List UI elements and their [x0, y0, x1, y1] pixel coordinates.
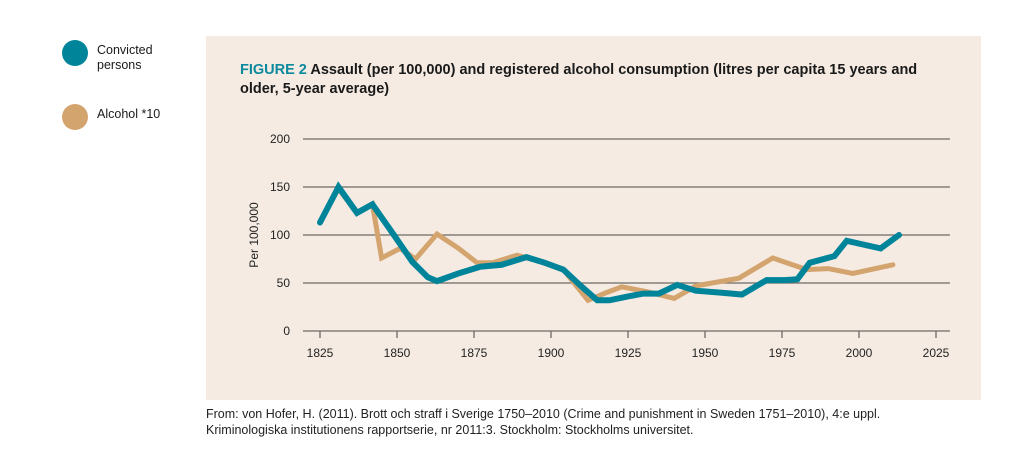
y-tick-label: 200 [270, 132, 290, 146]
y-axis-label: Per 100,000 [247, 202, 261, 268]
series-line-convicted-persons [317, 181, 902, 304]
x-tick-label: 2000 [846, 346, 873, 360]
x-tick-label: 1900 [538, 346, 565, 360]
legend-swatch-convicted [62, 40, 88, 66]
y-tick-label: 50 [277, 276, 291, 290]
x-tick-label: 1950 [692, 346, 719, 360]
y-tick-label: 0 [283, 324, 290, 338]
y-tick-label: 150 [270, 180, 290, 194]
legend-label: Alcohol *10 [97, 107, 161, 121]
x-tick-label: 1925 [615, 346, 642, 360]
figure-number: FIGURE 2 [240, 62, 307, 78]
legend-swatch-alcohol [62, 104, 88, 130]
chart-title: FIGURE 2 Assault (per 100,000) and regis… [240, 61, 940, 99]
x-tick-label: 1825 [307, 346, 334, 360]
x-tick-label: 1975 [769, 346, 796, 360]
source-line-1: From: von Hofer, H. (2011). Brott och st… [206, 407, 881, 421]
x-tick-label: 2025 [923, 346, 950, 360]
legend-item-convicted-persons: Convicted persons [62, 40, 187, 73]
x-tick-label: 1850 [384, 346, 411, 360]
source-line-2: Kriminologiska institutionens rapportser… [206, 423, 694, 437]
y-tick-label: 100 [270, 228, 290, 242]
source-citation: From: von Hofer, H. (2011). Brott och st… [206, 406, 1006, 438]
x-tick-label: 1875 [461, 346, 488, 360]
legend-item-alcohol: Alcohol *10 [62, 104, 187, 130]
legend-label: Convicted persons [97, 43, 153, 72]
title-text: Assault (per 100,000) and registered alc… [240, 62, 918, 97]
chart-panel [206, 36, 981, 400]
